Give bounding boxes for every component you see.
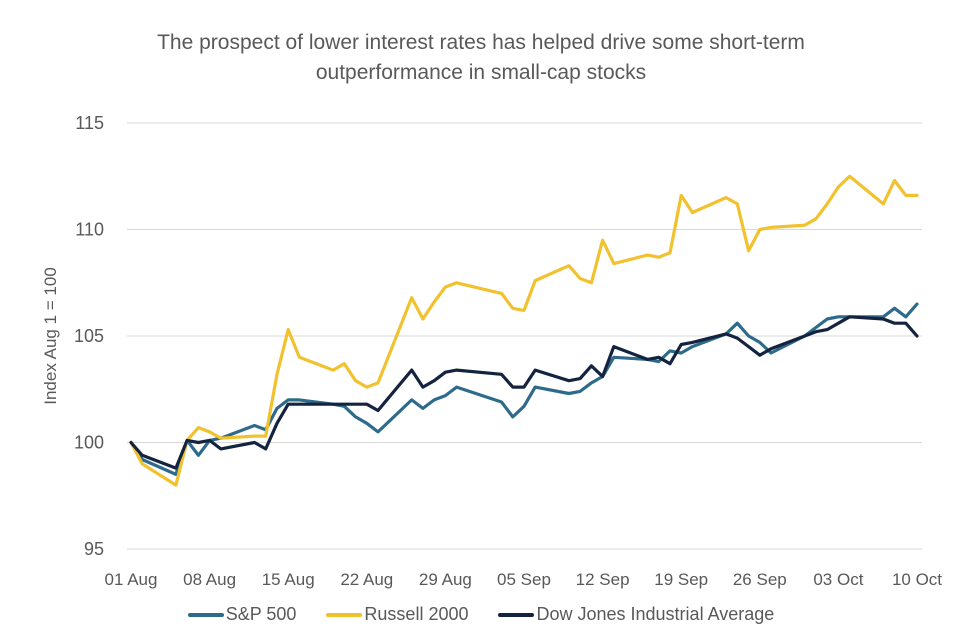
x-tick-label: 10 Oct: [892, 570, 942, 589]
y-tick-label: 115: [75, 113, 104, 133]
gridlines: [127, 122, 922, 550]
legend-swatch: [498, 612, 535, 617]
series-lines: [129, 174, 919, 487]
x-tick-label: 19 Sep: [654, 570, 708, 589]
chart-title-line-1: The prospect of lower interest rates has…: [157, 31, 805, 54]
x-tick-label: 03 Oct: [813, 570, 863, 589]
chart-title: The prospect of lower interest rates has…: [0, 28, 962, 88]
legend-swatch: [187, 612, 224, 617]
x-tick-label: 22 Aug: [340, 570, 393, 589]
series-line-s-p-500: [129, 302, 919, 476]
x-tick-label: 12 Sep: [576, 570, 630, 589]
legend-label: Dow Jones Industrial Average: [536, 604, 775, 624]
legend-item: S&P 500: [187, 604, 297, 625]
x-tick-label: 05 Sep: [497, 570, 551, 589]
legend-swatch: [326, 612, 363, 617]
y-axis-label: Index Aug 1 = 100: [41, 267, 60, 405]
y-tick-label: 105: [74, 326, 104, 346]
x-tick-label: 01 Aug: [105, 570, 158, 589]
legend-label: Russell 2000: [364, 604, 469, 624]
y-tick-label: 100: [74, 433, 104, 453]
chart-title-line-2: outperformance in small-cap stocks: [315, 61, 647, 84]
legend-label: S&P 500: [225, 604, 297, 624]
legend: S&P 500 Russell 2000 Dow Jones Industrial …: [0, 604, 962, 625]
y-axis-ticks: 95 100 105 110 115: [74, 113, 104, 559]
x-tick-label: 15 Aug: [262, 570, 315, 589]
legend-item: Russell 2000: [326, 604, 468, 625]
x-tick-label: 08 Aug: [183, 570, 236, 589]
series-line-russell-2000: [129, 174, 919, 487]
series-line-dow-jones-industrial-average: [129, 315, 919, 470]
legend-item: Dow Jones Industrial Average: [498, 604, 774, 625]
x-axis-ticks: 01 Aug 08 Aug 15 Aug 22 Aug 29 Aug 05 Sep 12 S…: [105, 570, 943, 589]
x-tick-label: 26 Sep: [733, 570, 787, 589]
x-tick-label: 29 Aug: [419, 570, 472, 589]
y-tick-label: 95: [84, 539, 104, 559]
y-tick-label: 110: [75, 220, 104, 240]
